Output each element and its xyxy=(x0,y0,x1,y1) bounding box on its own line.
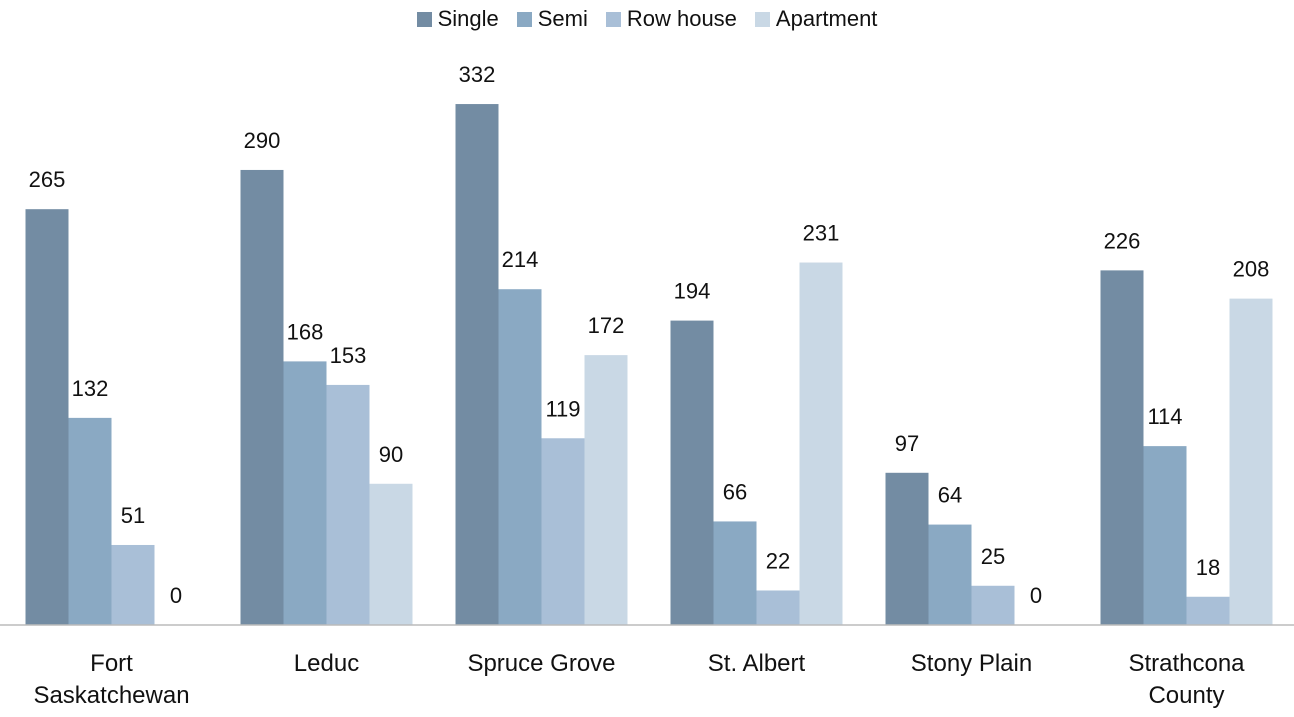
data-label: 64 xyxy=(938,483,962,508)
legend-item: Apartment xyxy=(754,6,878,32)
legend-swatch xyxy=(754,11,770,27)
data-label: 290 xyxy=(244,128,281,153)
legend-swatch xyxy=(516,11,532,27)
legend-label: Semi xyxy=(537,6,588,31)
x-tick-label: Spruce Grove xyxy=(467,650,616,677)
legend-item: Single xyxy=(416,6,499,32)
x-tick-label: Leduc xyxy=(293,650,360,677)
data-label: 153 xyxy=(330,343,367,368)
x-tick-label: Fort Saskatchewan xyxy=(33,650,190,709)
legend-label: Row house xyxy=(626,6,737,31)
bar xyxy=(670,320,714,625)
bar xyxy=(240,169,284,626)
data-label: 0 xyxy=(170,583,182,608)
legend-swatch xyxy=(416,11,432,27)
data-label: 66 xyxy=(723,479,747,504)
legend-item: Row house xyxy=(605,6,737,32)
data-label: 132 xyxy=(72,376,109,401)
bar xyxy=(455,104,499,626)
data-label: 25 xyxy=(981,544,1005,569)
bar xyxy=(1143,446,1187,625)
data-label: 172 xyxy=(588,313,625,338)
data-label: 51 xyxy=(121,503,145,528)
data-label: 119 xyxy=(545,396,580,421)
bar xyxy=(283,361,327,625)
bar xyxy=(584,355,628,625)
bar xyxy=(928,524,972,625)
legend-label: Apartment xyxy=(775,6,878,31)
x-tick-label: St. Albert xyxy=(707,650,806,677)
data-label: 22 xyxy=(766,548,790,573)
data-label: 168 xyxy=(287,319,324,344)
data-label: 114 xyxy=(1147,404,1182,429)
data-label: 226 xyxy=(1104,228,1141,253)
data-label: 194 xyxy=(674,279,711,304)
data-label: 0 xyxy=(1030,583,1042,608)
bar xyxy=(1186,596,1230,625)
bar xyxy=(799,262,843,625)
bar xyxy=(756,590,800,625)
bar xyxy=(1100,270,1144,625)
data-label: 265 xyxy=(29,167,66,192)
bar xyxy=(498,289,542,625)
legend-swatch xyxy=(605,11,621,27)
x-tick-label: Stony Plain xyxy=(910,650,1033,677)
data-label: 214 xyxy=(502,247,539,272)
bar xyxy=(541,438,585,625)
data-label: 97 xyxy=(895,431,919,456)
bar xyxy=(885,472,929,625)
bar xyxy=(68,417,112,625)
legend: Single Semi Row house Apartment xyxy=(0,6,1294,32)
data-label: 90 xyxy=(379,442,403,467)
legend-item: Semi xyxy=(516,6,588,32)
data-label: 231 xyxy=(803,221,840,246)
x-tick-label: Strathcona County xyxy=(1128,650,1245,709)
data-label: 332 xyxy=(459,62,496,87)
legend-label: Single xyxy=(437,6,499,31)
bar xyxy=(971,585,1015,625)
data-label: 18 xyxy=(1196,555,1220,580)
bar xyxy=(25,209,69,625)
bar xyxy=(1229,298,1273,625)
bar xyxy=(326,384,370,625)
bar xyxy=(111,544,155,625)
bar xyxy=(369,483,413,625)
data-label: 208 xyxy=(1233,257,1270,282)
bar xyxy=(713,521,757,625)
